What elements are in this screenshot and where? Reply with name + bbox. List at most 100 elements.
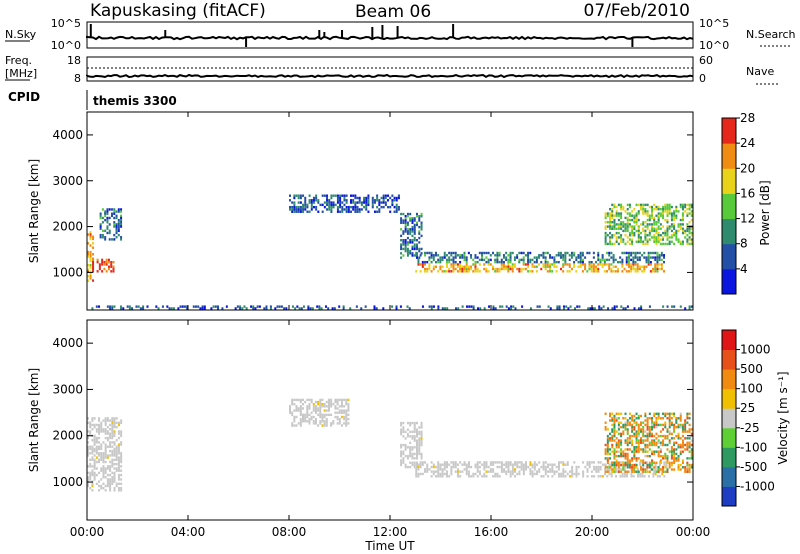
echo-cell [677, 225, 680, 228]
echo-cell [117, 456, 120, 459]
echo-cell [527, 254, 530, 257]
echo-cell [568, 265, 571, 268]
echo-cell [117, 223, 120, 226]
echo-cell [604, 240, 607, 243]
echo-cell [448, 475, 451, 478]
echo-cell [677, 468, 680, 471]
echo-cell [626, 225, 629, 228]
echo-cell [681, 434, 684, 438]
echo-cell [613, 214, 616, 217]
echo-cell [330, 205, 333, 209]
echo-cell [625, 251, 628, 255]
echo-cell [651, 419, 654, 422]
echo-cell [466, 305, 469, 308]
echo-cell [430, 475, 433, 478]
echo-cell [409, 450, 412, 453]
echo-cell [91, 449, 94, 453]
echo-cell [581, 254, 584, 257]
echo-cell [476, 468, 479, 471]
echo-cell [615, 430, 618, 433]
echo-cell [684, 448, 687, 451]
echo-cell [93, 458, 96, 462]
echo-cell [520, 465, 523, 469]
echo-cell [113, 447, 116, 451]
echo-cell [109, 423, 112, 427]
echo-cell [628, 412, 631, 415]
echo-cell [553, 258, 556, 262]
echo-cell [107, 260, 110, 264]
echo-cell [615, 475, 618, 478]
echo-cell [404, 463, 407, 467]
echo-cell [100, 478, 103, 481]
echo-cell [417, 258, 420, 262]
echo-cell [599, 263, 602, 266]
echo-cell [302, 194, 305, 197]
echo-cell [620, 225, 623, 228]
echo-cell [622, 223, 625, 226]
echo-cell [643, 256, 646, 259]
echo-cell [502, 263, 505, 266]
echo-cell [293, 210, 296, 213]
echo-cell [92, 246, 95, 249]
echo-cell [365, 201, 368, 204]
echo-cell [87, 421, 89, 424]
echo-cell [487, 465, 490, 469]
echo-cell [496, 260, 499, 264]
echo-cell [646, 419, 649, 422]
echo-cell [675, 229, 678, 233]
echo-cell [574, 307, 577, 310]
echo-cell [400, 256, 403, 259]
echo-cell [655, 240, 658, 243]
echo-cell [551, 463, 554, 466]
echo-cell [505, 267, 508, 271]
echo-cell [492, 470, 495, 473]
echo-cell [461, 305, 464, 308]
echo-cell [644, 446, 647, 449]
echo-cell [328, 199, 331, 202]
echo-cell [648, 223, 651, 226]
echo-cell [613, 430, 616, 433]
echo-cell [666, 212, 669, 215]
echo-cell [485, 461, 488, 464]
echo-cell [609, 466, 612, 469]
echo-cell [639, 414, 642, 418]
echo-cell [681, 223, 684, 226]
echo-cell [404, 443, 407, 447]
echo-cell [239, 307, 242, 310]
echo-cell [409, 217, 412, 220]
echo-cell [573, 251, 576, 255]
echo-cell [250, 305, 253, 308]
echo-cell [652, 270, 655, 273]
echo-cell [679, 223, 682, 226]
echo-cell [95, 452, 98, 455]
echo-cell [330, 424, 333, 427]
echo-cell [411, 454, 414, 458]
echo-cell [411, 452, 414, 456]
echo-cell [666, 459, 669, 462]
echo-cell [611, 450, 614, 453]
echo-cell [606, 446, 609, 449]
echo-cell [481, 251, 484, 255]
echo-cell [87, 484, 89, 488]
echo-cell [633, 227, 636, 230]
echo-cell [668, 225, 671, 228]
echo-cell [622, 205, 625, 209]
echo-cell [345, 409, 348, 412]
echo-cell [577, 472, 580, 476]
echo-cell [628, 423, 631, 427]
echo-cell [256, 305, 259, 308]
echo-cell [624, 452, 627, 456]
echo-cell [373, 199, 376, 202]
echo-cell [527, 260, 530, 264]
echo-cell [120, 452, 123, 455]
echo-cell [624, 210, 627, 213]
beam-title: Beam 06 [355, 2, 431, 22]
echo-cell [314, 420, 317, 423]
echo-cell [87, 449, 89, 453]
echo-cell [299, 409, 302, 412]
echo-cell [637, 238, 640, 241]
echo-cell [637, 203, 640, 207]
echo-cell [308, 199, 311, 202]
